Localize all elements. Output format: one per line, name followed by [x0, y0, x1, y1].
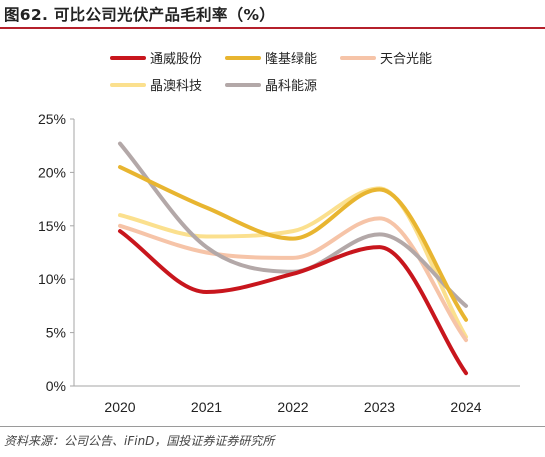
x-tick-label: 2024: [450, 399, 481, 415]
x-tick-label: 2023: [364, 399, 395, 415]
x-tick-label: 2021: [191, 399, 222, 415]
y-tick-label: 25%: [38, 111, 66, 127]
source-divider: [0, 426, 545, 427]
y-tick-label: 15%: [38, 218, 66, 234]
legend-label: 晶澳科技: [150, 78, 202, 94]
x-tick-label: 2022: [277, 399, 308, 415]
y-tick-label: 20%: [38, 164, 66, 180]
axes: 0% 5% 10% 15% 20% 25% 2020 2021 2022 2023 2024: [38, 111, 520, 415]
y-tick-label: 5%: [46, 325, 66, 341]
series-line-2: [118, 165, 468, 322]
source-note: 资料来源：公司公告、iFinD，国投证券证券研究所: [4, 434, 275, 448]
legend-label: 通威股份: [150, 52, 202, 67]
series-line-4: [118, 186, 468, 339]
title-divider: [0, 27, 545, 29]
y-tick-label: 0%: [46, 378, 66, 394]
legend-label: 隆基绿能: [265, 52, 317, 67]
series-line-5: [118, 141, 468, 308]
legend-label: 天合光能: [380, 52, 432, 67]
legend-label: 晶科能源: [265, 79, 317, 94]
series-lines: [118, 141, 468, 376]
y-tick-label: 10%: [38, 271, 66, 287]
x-tick-label: 2020: [104, 399, 135, 415]
series-line-1: [118, 229, 468, 376]
chart-title: 图62. 可比公司光伏产品毛利率（%）: [4, 6, 276, 24]
